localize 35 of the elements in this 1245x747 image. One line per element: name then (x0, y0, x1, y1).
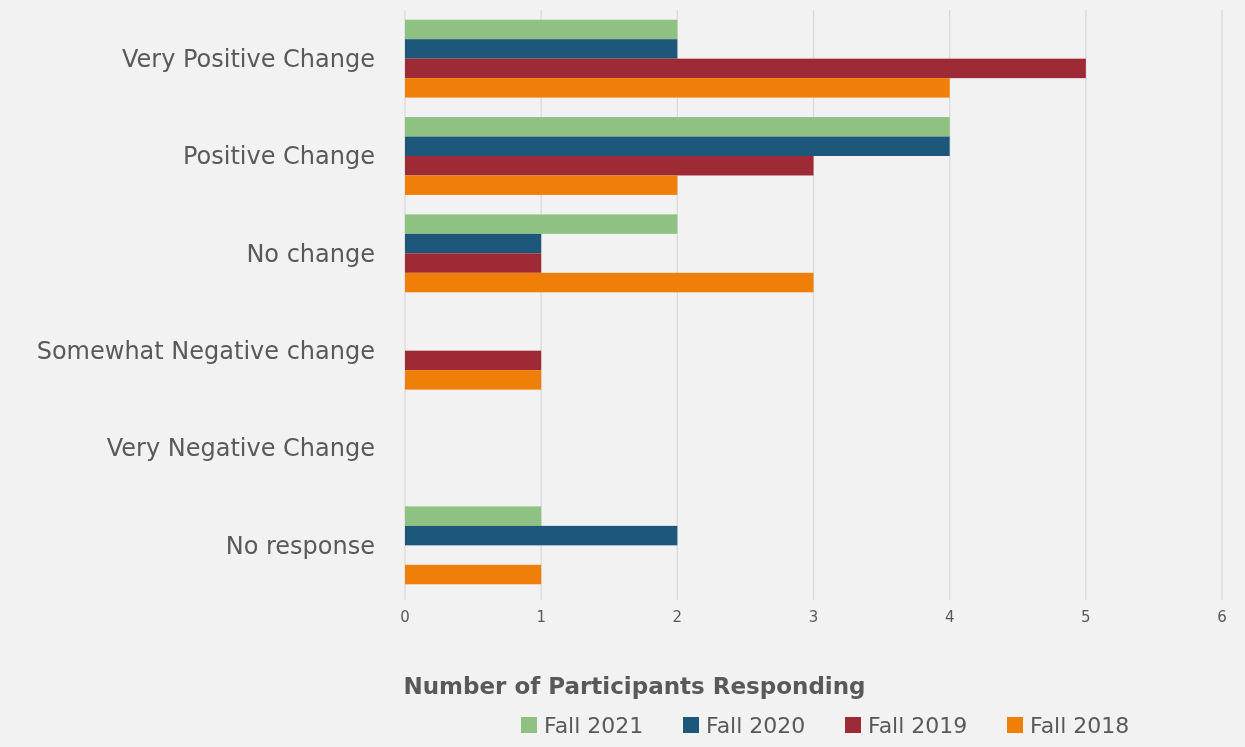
y-tick-label: No change (246, 239, 375, 268)
bar (405, 156, 814, 176)
bar (405, 564, 542, 585)
y-tick-label: Positive Change (182, 142, 375, 171)
legend-label: Fall 2018 (1030, 713, 1130, 738)
x-tick-label: 3 (808, 608, 819, 626)
bar (405, 525, 678, 546)
bar (405, 58, 1086, 79)
x-tick-label: 5 (1081, 608, 1091, 626)
bar (405, 350, 542, 371)
bar (405, 78, 950, 98)
bar (405, 272, 814, 293)
x-tick-label: 1 (536, 608, 546, 626)
bar (405, 253, 542, 273)
legend-label: Fall 2019 (868, 713, 968, 738)
y-tick-label: No response (225, 531, 375, 560)
bar (405, 370, 542, 390)
x-axis-title: Number of Participants Responding (403, 673, 866, 699)
y-tick-label: Very Negative Change (106, 434, 375, 463)
bar (405, 506, 542, 526)
bar (405, 214, 678, 234)
legend-label: Fall 2020 (706, 713, 806, 738)
legend-label: Fall 2021 (544, 713, 644, 738)
x-tick-label: 0 (400, 608, 410, 626)
bar (405, 233, 542, 254)
x-tick-label: 6 (1217, 608, 1227, 626)
bar (405, 117, 950, 137)
y-tick-label: Somewhat Negative change (36, 337, 375, 366)
x-tick-label: 4 (944, 608, 955, 626)
bar (405, 136, 950, 156)
bar (405, 39, 678, 59)
y-tick-label: Very Positive Change (121, 45, 375, 74)
x-tick-label: 2 (672, 608, 683, 626)
bar (405, 19, 678, 40)
bar (405, 175, 678, 195)
